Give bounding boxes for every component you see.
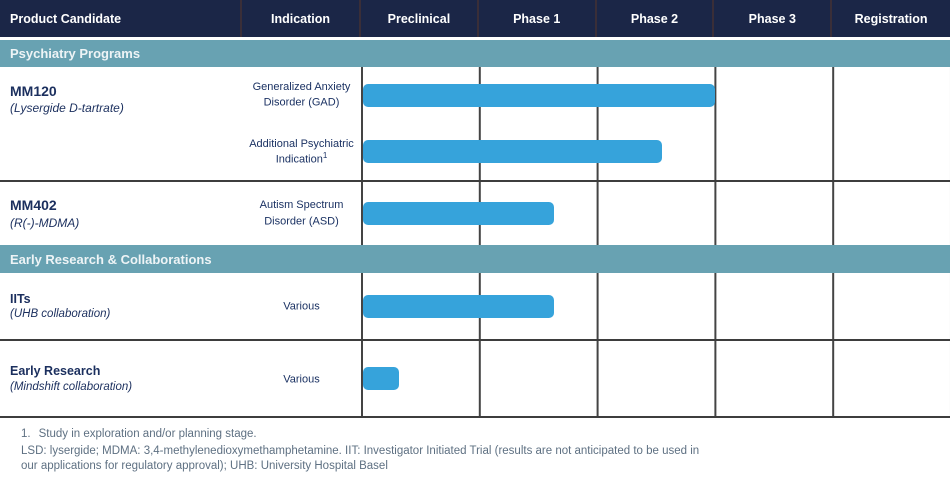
indication-label-various-early: Various (283, 373, 320, 386)
program-row-mm402: MM402 (R(-)-MDMA) Autism Spectrum Disord… (0, 182, 950, 245)
progress-bar-mm120-additional (363, 140, 663, 164)
product-cell-mm402: MM402 (R(-)-MDMA) (0, 182, 242, 245)
product-cell-mm120: MM120 (Lysergide D-tartrate) (0, 67, 242, 180)
indication-label-additional-psychiatric: Additional Psychiatric Indication1 (249, 137, 354, 166)
product-cell-early-research: Early Research (Mindshift collaboration) (0, 341, 242, 416)
product-detail: (R(-)-MDMA) (10, 215, 80, 230)
footnote-1: 1. Study in exploration and/or planning … (21, 427, 950, 443)
bar-track (361, 182, 950, 245)
indication-label-asd: Autism Spectrum Disorder (ASD) (259, 199, 344, 228)
program-row-early-research: Early Research (Mindshift collaboration)… (0, 341, 950, 418)
bar-track (361, 67, 950, 124)
footnote-1-text: Study in exploration and/or planning sta… (38, 428, 257, 440)
indication-cell-mm120: Generalized Anxiety Disorder (GAD) Addit… (242, 67, 361, 180)
indication-cell-early-research: Various (242, 341, 361, 416)
phase-grid-mm402 (361, 182, 950, 245)
progress-bar-iits-various (363, 294, 554, 318)
program-row-iits: IITs (UHB collaboration) Various (0, 273, 950, 341)
footnote-abbreviations: LSD: lysergide; MDMA: 3,4-methylenedioxy… (21, 444, 700, 473)
header-phase-3: Phase 3 (714, 0, 833, 37)
section-band-early-research: Early Research & Collaborations (0, 245, 950, 273)
footnotes: 1. Study in exploration and/or planning … (0, 418, 950, 475)
indication-label-various-iits: Various (283, 300, 320, 313)
product-name: Early Research (10, 364, 101, 379)
product-detail: (Mindshift collaboration) (10, 380, 133, 393)
section-band-psychiatry: Psychiatry Programs (0, 40, 950, 67)
phase-grid-mm120 (361, 67, 950, 180)
program-row-mm120: MM120 (Lysergide D-tartrate) Generalized… (0, 67, 950, 182)
header-preclinical: Preclinical (361, 0, 479, 37)
header-phase-1: Phase 1 (478, 0, 597, 37)
footnote-1-marker: 1. (21, 428, 31, 440)
bar-track (361, 273, 950, 339)
product-name: MM402 (10, 197, 57, 214)
product-detail: (Lysergide D-tartrate) (10, 101, 124, 116)
header-product-candidate: Product Candidate (0, 0, 242, 37)
bar-track (361, 124, 950, 181)
product-detail: (UHB collaboration) (10, 308, 111, 321)
header-registration: Registration (832, 0, 950, 37)
footnote-superscript: 1 (322, 150, 328, 160)
indication-cell-mm402: Autism Spectrum Disorder (ASD) (242, 182, 361, 245)
bar-track (361, 341, 950, 416)
indication-subrow: Autism Spectrum Disorder (ASD) (242, 182, 361, 245)
phase-grid-iits (361, 273, 950, 339)
indication-label-gad: Generalized Anxiety Disorder (GAD) (252, 81, 351, 110)
header-phase-2: Phase 2 (596, 0, 715, 37)
product-name: IITs (10, 291, 31, 306)
progress-bar-early-research-various (363, 367, 399, 390)
product-name: MM120 (10, 83, 57, 99)
product-cell-iits: IITs (UHB collaboration) (0, 273, 242, 339)
phase-grid-early-research (361, 341, 950, 416)
indication-cell-iits: Various (242, 273, 361, 339)
column-header-row: Product Candidate Indication Preclinical… (0, 0, 950, 37)
progress-bar-mm402-asd (363, 202, 554, 225)
indication-subrow: Various (242, 273, 361, 339)
indication-subrow: Generalized Anxiety Disorder (GAD) (242, 67, 361, 124)
indication-subrow: Additional Psychiatric Indication1 (242, 124, 361, 181)
header-indication: Indication (242, 0, 361, 37)
indication-subrow: Various (242, 341, 361, 416)
progress-bar-mm120-gad (363, 83, 716, 107)
